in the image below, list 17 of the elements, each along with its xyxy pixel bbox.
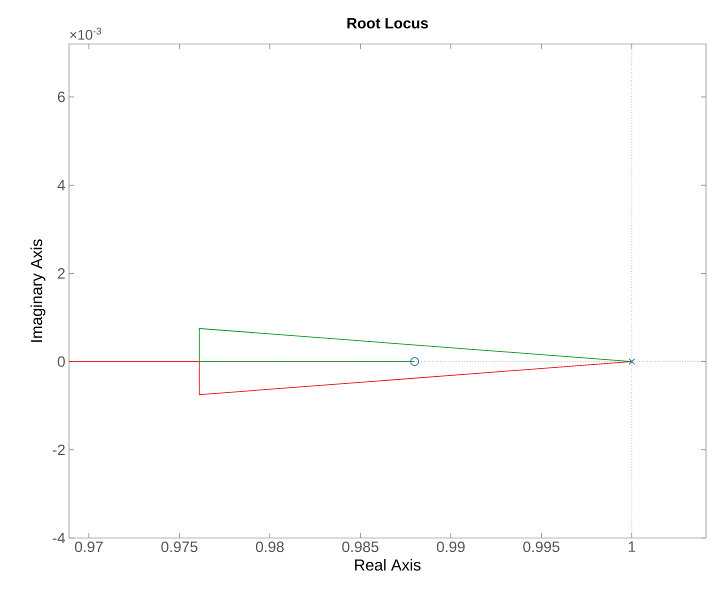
text: ×10$^{-3}$ xyxy=(70,28,102,40)
y-tick-label: 4 xyxy=(58,180,66,190)
x-tick-label: 0.985 xyxy=(342,542,378,552)
x-axis-title: Real Axis xyxy=(355,558,421,571)
x-tick-label: 0.99 xyxy=(436,542,465,552)
x-tick-label: 0.975 xyxy=(161,542,198,552)
x-tick-label: 0.98 xyxy=(256,542,284,552)
chart-title: Root Locus xyxy=(347,18,428,28)
y-tick-label: -2 xyxy=(52,444,65,456)
x-tick-label: 1 xyxy=(628,542,636,552)
x-tick-label: 0.995 xyxy=(523,542,560,552)
y-tick-label: 6 xyxy=(58,92,65,102)
y-tick-label: -4 xyxy=(52,532,66,544)
x-tick-label: 0.97 xyxy=(74,542,103,552)
y-tick-label: 2 xyxy=(58,268,65,279)
y-axis-title: Imaginary Axis xyxy=(30,239,46,342)
y-tick-label: 0 xyxy=(58,356,65,367)
